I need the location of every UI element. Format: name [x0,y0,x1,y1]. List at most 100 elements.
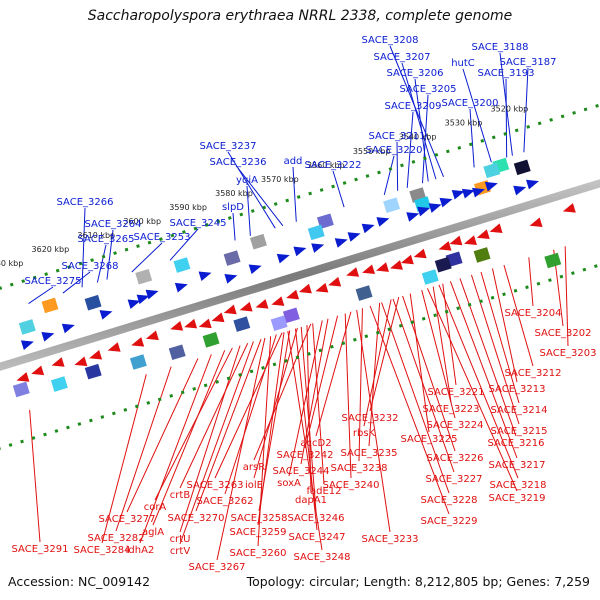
reverse-leader-line [449,281,518,459]
forward-leader-line [469,108,475,168]
gene-reverse-arrow [271,296,285,306]
gene-reverse-arrow [362,264,375,275]
reverse-gene-label: SACE_3204 [505,308,562,319]
forward-leader-line [237,167,284,227]
gene-reverse-arrow [438,241,452,251]
forward-gene-label: SACE_3188 [472,42,529,53]
forward-gene-label: SACE_3187 [500,57,557,68]
gene-forward-arrow [61,323,75,334]
protein-domain-box [544,252,562,269]
reverse-leader-line [304,315,339,449]
protein-domain-box [18,319,36,335]
gene-forward-arrow [198,271,212,282]
forward-gene-label: SACE_3237 [200,141,257,152]
forward-gene-label: SACE_3266 [57,197,114,208]
gene-reverse-arrow [198,318,212,329]
gene-forward-arrow [451,189,465,200]
protein-domain-box [135,268,153,285]
protein-domain-box [84,294,102,311]
reverse-gene-label: fadE12 [306,486,341,497]
reverse-leader-line [300,318,329,465]
reverse-leader-line [369,296,400,412]
forward-gene-label: slpD [222,202,244,213]
reverse-gene-label: idhA2 [126,545,155,556]
protein-domain-box [223,250,241,266]
gene-forward-arrow [20,340,34,350]
forward-gene-label: SACE_3268 [62,261,119,272]
reverse-gene-label: SACE_3291 [12,544,69,555]
protein-domain-box [483,162,501,179]
reverse-gene-label: SACE_3226 [427,453,484,464]
reverse-leader-line [409,293,430,433]
gene-forward-arrow [406,212,420,222]
reverse-gene-label: SACE_3212 [505,368,562,379]
reverse-leader-line [29,409,41,543]
protein-domain-box [307,224,325,241]
reverse-leader-line [214,332,283,479]
tick-label: 3520 kbp [491,105,529,114]
reverse-leader-line [363,299,392,427]
gene-reverse-arrow [131,337,145,347]
reverse-gene-label: SACE_3233 [362,534,419,545]
forward-leader-line [523,67,529,153]
reverse-gene-label: soxA [277,478,301,489]
forward-gene-label: hutC [451,58,475,69]
reverse-leader-line [287,330,323,551]
reverse-leader-line [312,323,325,485]
forward-leader-line [62,271,91,294]
protein-domain-box [282,307,300,324]
reverse-gene-label: SACE_3219 [489,493,546,504]
reverse-leader-line [421,289,456,419]
reverse-leader-line [224,334,277,495]
reverse-gene-label: SACE_3235 [341,448,398,459]
gene-reverse-arrow [328,276,342,287]
gene-reverse-arrow [489,223,503,233]
reverse-leader-line [503,264,534,367]
reverse-leader-line [195,339,262,512]
reverse-leader-line [152,350,226,526]
reverse-leader-line [101,374,147,544]
gene-forward-arrow [334,238,348,248]
reverse-gene-label: SACE_3214 [491,405,548,416]
gene-reverse-arrow [413,248,427,259]
protein-domain-box [355,285,373,301]
protein-domain-box [168,344,186,361]
gene-reverse-arrow [389,260,403,270]
forward-leader-line [422,94,429,184]
gene-reverse-arrow [476,229,490,239]
reverse-gene-label: SACE_3277 [99,514,156,525]
gene-forward-arrow [293,246,307,257]
reverse-gene-label: iolE [245,480,263,491]
reverse-leader-line [253,327,298,479]
forward-gene-label: SACE_3265 [78,234,135,245]
forward-gene-label: SACE_3205 [400,84,457,95]
forward-leader-line [232,212,236,241]
reverse-gene-label: crtB [170,490,191,501]
reverse-leader-line [381,302,450,494]
gene-reverse-arrow [400,254,414,265]
gene-reverse-arrow [449,235,463,246]
forward-gene-label: SACE_3236 [210,157,267,168]
reverse-gene-label: SACE_3221 [428,387,485,398]
forward-leader-line [396,141,399,191]
reverse-leader-line [115,366,172,532]
gene-forward-arrow [99,310,113,320]
forward-gene-label: SACE_3211 [369,131,426,142]
gene-reverse-arrow [16,372,30,382]
forward-leader-line [96,244,107,283]
gene-forward-arrow [347,232,361,242]
protein-domain-box [84,363,102,380]
dotted-track-upper [0,103,600,290]
reverse-gene-label: SACE_3225 [401,434,458,445]
protein-domain-box [202,332,220,348]
forward-gene-label: SACE_3275 [25,276,82,287]
forward-gene-label: SACE_3207 [374,52,431,63]
gene-forward-arrow [276,253,290,264]
reverse-leader-line [216,337,266,561]
forward-gene-label: SACE_3245 [170,218,227,229]
gene-reverse-arrow [89,349,103,360]
reverse-leader-line [470,274,520,425]
gene-forward-arrow [513,185,527,196]
forward-leader-line [401,62,437,180]
gene-forward-arrow [41,332,55,342]
